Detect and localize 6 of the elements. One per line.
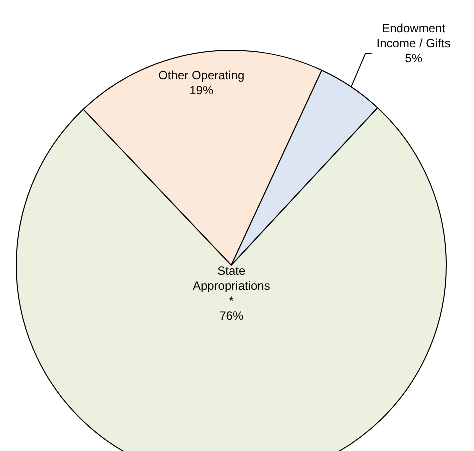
slice-label: Endowment Income / Gifts [376, 21, 451, 50]
data-label: 19% [190, 84, 214, 98]
slice-label: State Appropriations * [192, 264, 270, 308]
data-label: 5% [405, 51, 423, 66]
slice-label: Other Operating [158, 68, 245, 83]
data-label: 76% [220, 308, 244, 323]
